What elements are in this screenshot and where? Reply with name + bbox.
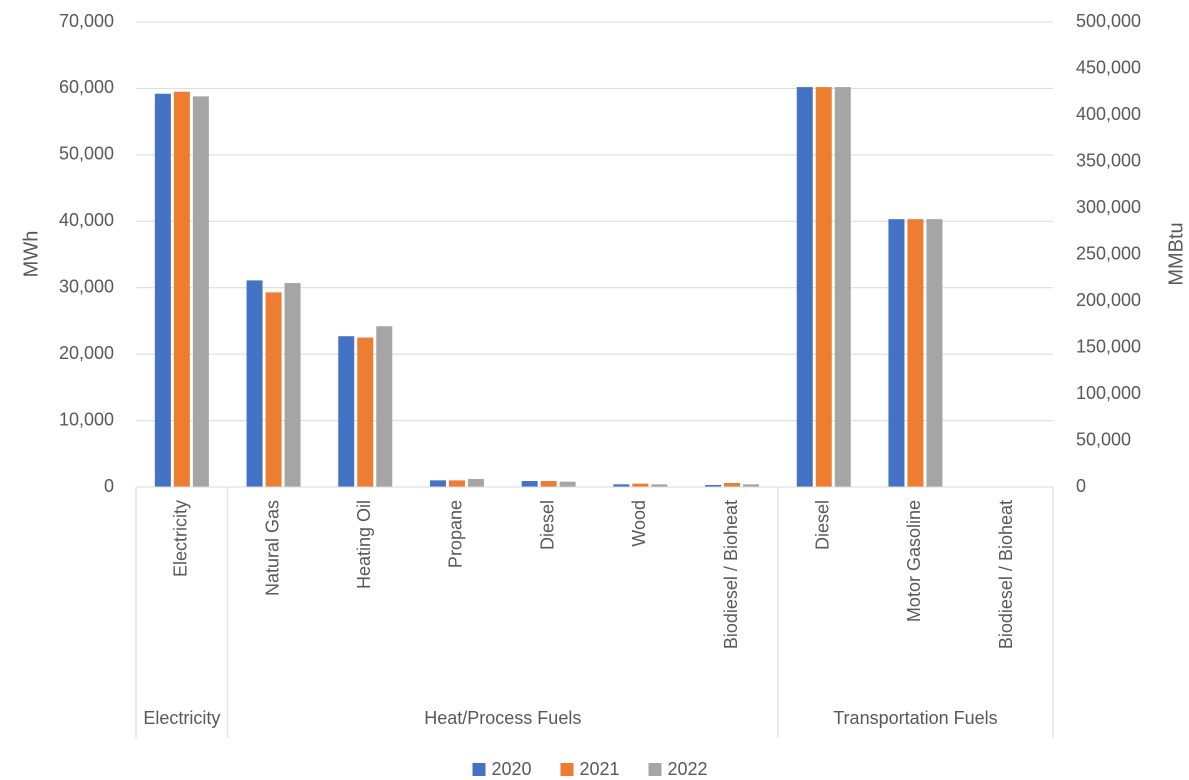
legend-label: 2022 bbox=[668, 759, 708, 779]
bar-2020 bbox=[246, 280, 263, 487]
legend-swatch bbox=[648, 763, 662, 776]
y2-tick-label: 100,000 bbox=[1076, 383, 1141, 403]
category-label: Biodiesel / Bioheat bbox=[721, 500, 741, 649]
y-tick-label: 50,000 bbox=[59, 144, 114, 164]
y2-tick-label: 50,000 bbox=[1076, 429, 1131, 449]
category-label: Biodiesel / Bioheat bbox=[996, 500, 1016, 649]
category-label: Wood bbox=[629, 500, 649, 547]
bar-2022 bbox=[559, 481, 576, 487]
bar-2022 bbox=[926, 219, 943, 487]
category-label: Diesel bbox=[537, 500, 557, 550]
bar-2020 bbox=[521, 481, 538, 487]
group-label: Electricity bbox=[143, 708, 220, 728]
bar-2021 bbox=[265, 292, 282, 487]
y2-tick-label: 150,000 bbox=[1076, 336, 1141, 356]
bar-2020 bbox=[613, 484, 630, 487]
category-label: Heating Oil bbox=[354, 500, 374, 589]
bar-2020 bbox=[705, 485, 722, 487]
y2-tick-label: 300,000 bbox=[1076, 197, 1141, 217]
axes: 0 10,000 20,000 30,000 40,000 50,000 60,000 70,… bbox=[59, 11, 1141, 738]
bar-2020 bbox=[429, 480, 446, 487]
y-tick-label: 20,000 bbox=[59, 343, 114, 363]
category-label: Propane bbox=[446, 500, 466, 568]
bar-2022 bbox=[192, 96, 209, 488]
bar-2022 bbox=[376, 326, 393, 487]
bar-2022 bbox=[284, 283, 301, 487]
bar-2022 bbox=[834, 87, 851, 487]
y2-tick-label: 250,000 bbox=[1076, 243, 1141, 263]
bar-2020 bbox=[338, 336, 355, 487]
category-label: Motor Gasoline bbox=[904, 500, 924, 622]
y-tick-label: 40,000 bbox=[59, 210, 114, 230]
legend-swatch bbox=[472, 763, 486, 776]
bar-2021 bbox=[357, 337, 374, 487]
bar-2021 bbox=[448, 480, 465, 487]
y2-tick-label: 400,000 bbox=[1076, 104, 1141, 124]
bar-2022 bbox=[743, 484, 760, 487]
legend-label: 2021 bbox=[580, 759, 620, 779]
y2-axis-title: MMBtu bbox=[1165, 222, 1187, 285]
legend-label: 2020 bbox=[492, 759, 532, 779]
y2-tick-label: 450,000 bbox=[1076, 57, 1141, 77]
bar-2021 bbox=[173, 91, 190, 487]
y-tick-label: 70,000 bbox=[59, 11, 114, 31]
bar-2022 bbox=[651, 484, 668, 487]
bars bbox=[154, 87, 1035, 488]
bar-2022 bbox=[467, 479, 484, 487]
category-label: Natural Gas bbox=[262, 500, 282, 596]
bar-2021 bbox=[540, 481, 557, 487]
y2-tick-label: 0 bbox=[1076, 476, 1086, 496]
y-tick-label: 0 bbox=[104, 476, 114, 496]
y-tick-label: 10,000 bbox=[59, 409, 114, 429]
bar-2021 bbox=[724, 483, 741, 487]
group-label: Heat/Process Fuels bbox=[424, 708, 581, 728]
bar-2021 bbox=[815, 87, 832, 487]
legend-swatch bbox=[560, 763, 574, 776]
y-tick-label: 60,000 bbox=[59, 77, 114, 97]
bar-2021 bbox=[632, 483, 649, 487]
bar-2020 bbox=[796, 87, 813, 487]
y2-tick-label: 200,000 bbox=[1076, 290, 1141, 310]
bar-2021 bbox=[907, 219, 924, 487]
category-label: Electricity bbox=[171, 500, 191, 577]
group-label: Transportation Fuels bbox=[833, 708, 997, 728]
y2-tick-label: 350,000 bbox=[1076, 150, 1141, 170]
category-label: Diesel bbox=[813, 500, 833, 550]
bar-2020 bbox=[888, 219, 905, 487]
legend: 2020 2021 2022 bbox=[472, 759, 708, 779]
y2-tick-label: 500,000 bbox=[1076, 11, 1141, 31]
y-axis-title: MWh bbox=[20, 231, 42, 278]
bar-2020 bbox=[154, 93, 171, 487]
y-tick-label: 30,000 bbox=[59, 276, 114, 296]
